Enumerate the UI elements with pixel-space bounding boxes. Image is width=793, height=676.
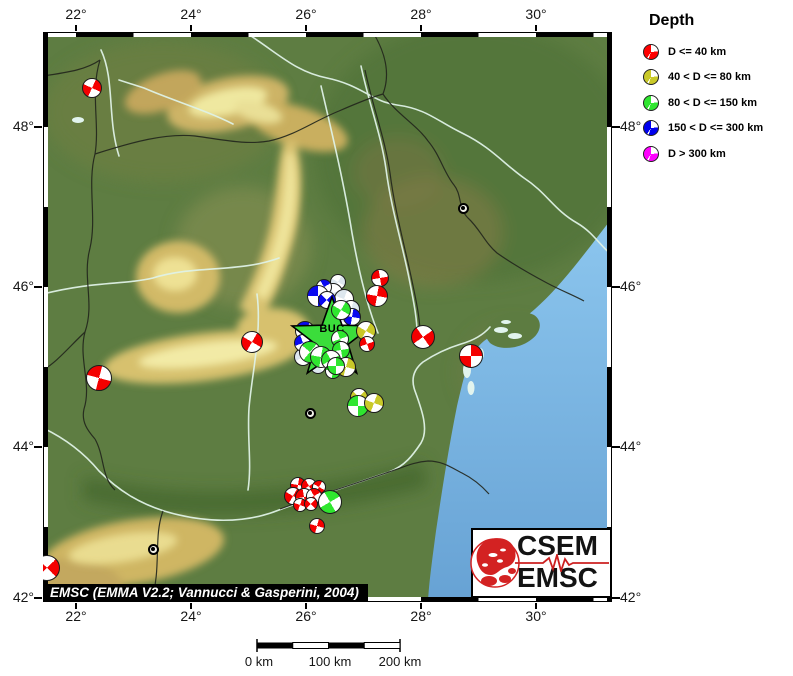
lon-label-bottom: 26° <box>295 608 317 624</box>
beachball-legend-icon <box>643 69 659 86</box>
lat-tick-right <box>612 126 620 128</box>
lon-label-top: 22° <box>65 6 87 22</box>
beachball-legend-icon <box>643 120 659 137</box>
lat-label-left: 46° <box>12 278 34 294</box>
lon-tick-top <box>420 25 422 31</box>
lon-tick-top <box>190 25 192 31</box>
terrain-relief <box>43 32 612 602</box>
lat-tick-right <box>612 597 620 599</box>
lat-label-right: 44° <box>620 438 642 454</box>
lat-label-left: 48° <box>12 118 34 134</box>
lat-label-right: 46° <box>620 278 642 294</box>
lat-label-right: 42° <box>620 589 642 605</box>
lon-label-bottom: 24° <box>180 608 202 624</box>
beachball-legend-icon <box>643 43 659 60</box>
lon-tick-top <box>535 25 537 31</box>
scale-bar <box>256 639 401 652</box>
legend-item: 40 < D <= 80 km <box>643 65 793 91</box>
lon-tick-bottom <box>305 603 307 609</box>
beachball-legend-icon <box>643 94 659 111</box>
legend-item-label: 80 < D <= 150 km <box>668 96 757 109</box>
lon-label-top: 26° <box>295 6 317 22</box>
legend-item-label: D > 300 km <box>668 147 726 160</box>
lon-label-top: 24° <box>180 6 202 22</box>
lon-tick-bottom <box>75 603 77 609</box>
lon-label-bottom: 28° <box>410 608 432 624</box>
lat-tick-left <box>34 126 42 128</box>
lat-tick-right <box>612 286 620 288</box>
beachball-legend-icon <box>643 145 659 162</box>
attribution-text: EMSC (EMMA V2.2; Vannucci & Gasperini, 2… <box>50 585 359 600</box>
lon-tick-bottom <box>190 603 192 609</box>
scalebar-label: 0 km <box>244 654 274 669</box>
legend-item: D <= 40 km <box>643 39 793 65</box>
lon-label-bottom: 22° <box>65 608 87 624</box>
attribution-bar: EMSC (EMMA V2.2; Vannucci & Gasperini, 2… <box>43 584 368 602</box>
lat-tick-left <box>34 286 42 288</box>
lon-tick-bottom <box>535 603 537 609</box>
scalebar-label: 100 km <box>308 654 352 669</box>
csem-emsc-logo: CSEM EMSC <box>470 528 612 598</box>
logo-line2: EMSC <box>517 562 598 593</box>
legend-item: D > 300 km <box>643 141 793 167</box>
lon-label-top: 28° <box>410 6 432 22</box>
legend-title: Depth <box>649 12 695 29</box>
lon-tick-top <box>75 25 77 31</box>
legend-item-label: D <= 40 km <box>668 45 727 58</box>
map-canvas: BUC EMSC (EMMA V2.2; Vannucci & Gasperin… <box>43 32 612 602</box>
depth-legend: Depth D <= 40 km 40 < D <= 80 km 80 < D <=… <box>643 12 793 167</box>
lat-tick-left <box>34 446 42 448</box>
legend-item: 80 < D <= 150 km <box>643 90 793 116</box>
bucharest-label: BUC <box>319 323 345 335</box>
lat-tick-right <box>612 446 620 448</box>
seismogram-icon <box>515 554 609 572</box>
lat-label-right: 48° <box>620 118 642 134</box>
lon-tick-top <box>305 25 307 31</box>
europe-globe-icon <box>470 538 520 588</box>
lat-label-left: 44° <box>12 438 34 454</box>
lat-label-left: 42° <box>12 589 34 605</box>
legend-item-label: 150 < D <= 300 km <box>668 122 764 135</box>
legend-item: 150 < D <= 300 km <box>643 116 793 142</box>
lat-tick-left <box>34 597 42 599</box>
scalebar-label: 200 km <box>378 654 422 669</box>
legend-item-label: 40 < D <= 80 km <box>668 71 751 84</box>
black-sea <box>428 218 612 602</box>
lon-label-top: 30° <box>525 6 547 22</box>
lon-tick-bottom <box>420 603 422 609</box>
lon-label-bottom: 30° <box>525 608 547 624</box>
